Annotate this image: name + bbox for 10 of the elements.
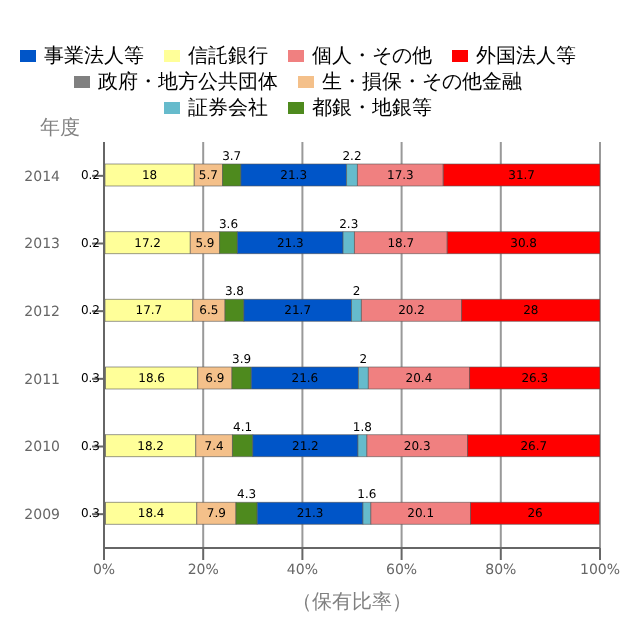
legend-label: 政府・地方公共団体: [98, 72, 278, 94]
legend-label: 信託銀行: [188, 46, 268, 68]
y-axis-title: 年度: [40, 116, 80, 140]
legend-label: 外国法人等: [476, 46, 576, 68]
legend-label: 生・損保・その他金融: [322, 72, 522, 94]
x-axis-title: （保有比率）: [292, 590, 412, 614]
legend-label: 個人・その他: [312, 46, 432, 68]
legend-label: 都銀・地銀等: [312, 98, 432, 120]
legend-label: 事業法人等: [44, 46, 144, 68]
legend-label: 証券会社: [188, 98, 268, 120]
